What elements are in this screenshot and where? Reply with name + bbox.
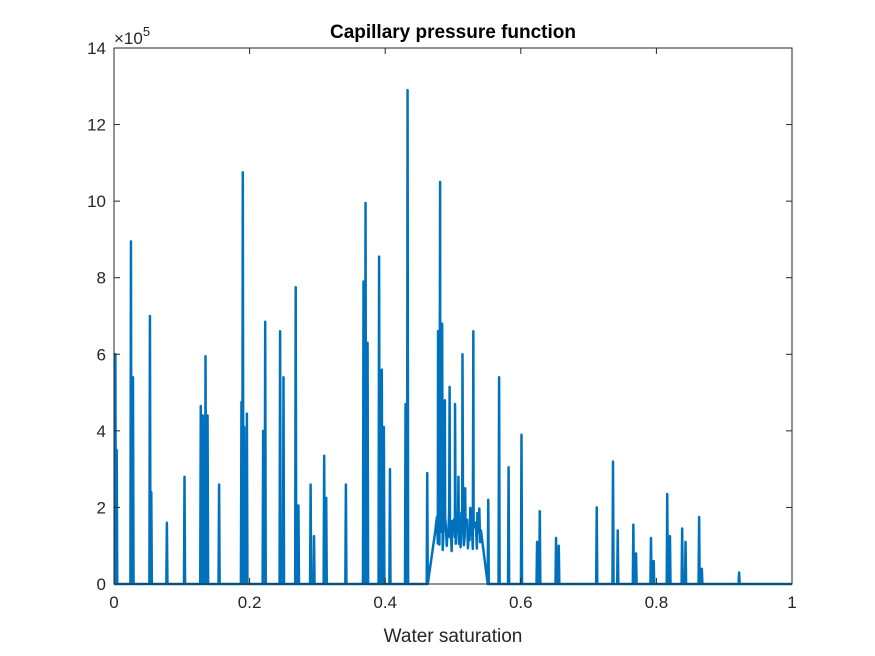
plot-area — [114, 48, 792, 584]
x-tick-label: 0.2 — [238, 593, 262, 612]
y-tick-label: 14 — [87, 39, 106, 58]
y-tick-label: 4 — [97, 422, 106, 441]
y-tick-label: 10 — [87, 192, 106, 211]
x-axis-label: Water saturation — [384, 626, 523, 647]
series-line — [113, 88, 792, 586]
y-exponent-power: 5 — [143, 24, 150, 39]
y-exponent-base: ×10 — [114, 29, 143, 48]
y-exponent-label: ×105 — [114, 24, 150, 48]
y-tick-label: 12 — [87, 116, 106, 135]
axes-box — [113, 47, 793, 585]
y-tick-label: 6 — [97, 345, 106, 364]
x-tick-label: 0.6 — [509, 593, 533, 612]
x-tick-label: 0.8 — [645, 593, 669, 612]
series-group — [113, 88, 792, 586]
chart-title: Capillary pressure function — [330, 22, 576, 43]
x-tick-label: 0 — [109, 593, 118, 612]
x-tick-label: 1 — [787, 593, 796, 612]
y-tick-label: 0 — [97, 575, 106, 594]
x-tick-label: 0.4 — [373, 593, 397, 612]
y-tick-label: 8 — [97, 269, 106, 288]
y-tick-label: 2 — [97, 498, 106, 517]
